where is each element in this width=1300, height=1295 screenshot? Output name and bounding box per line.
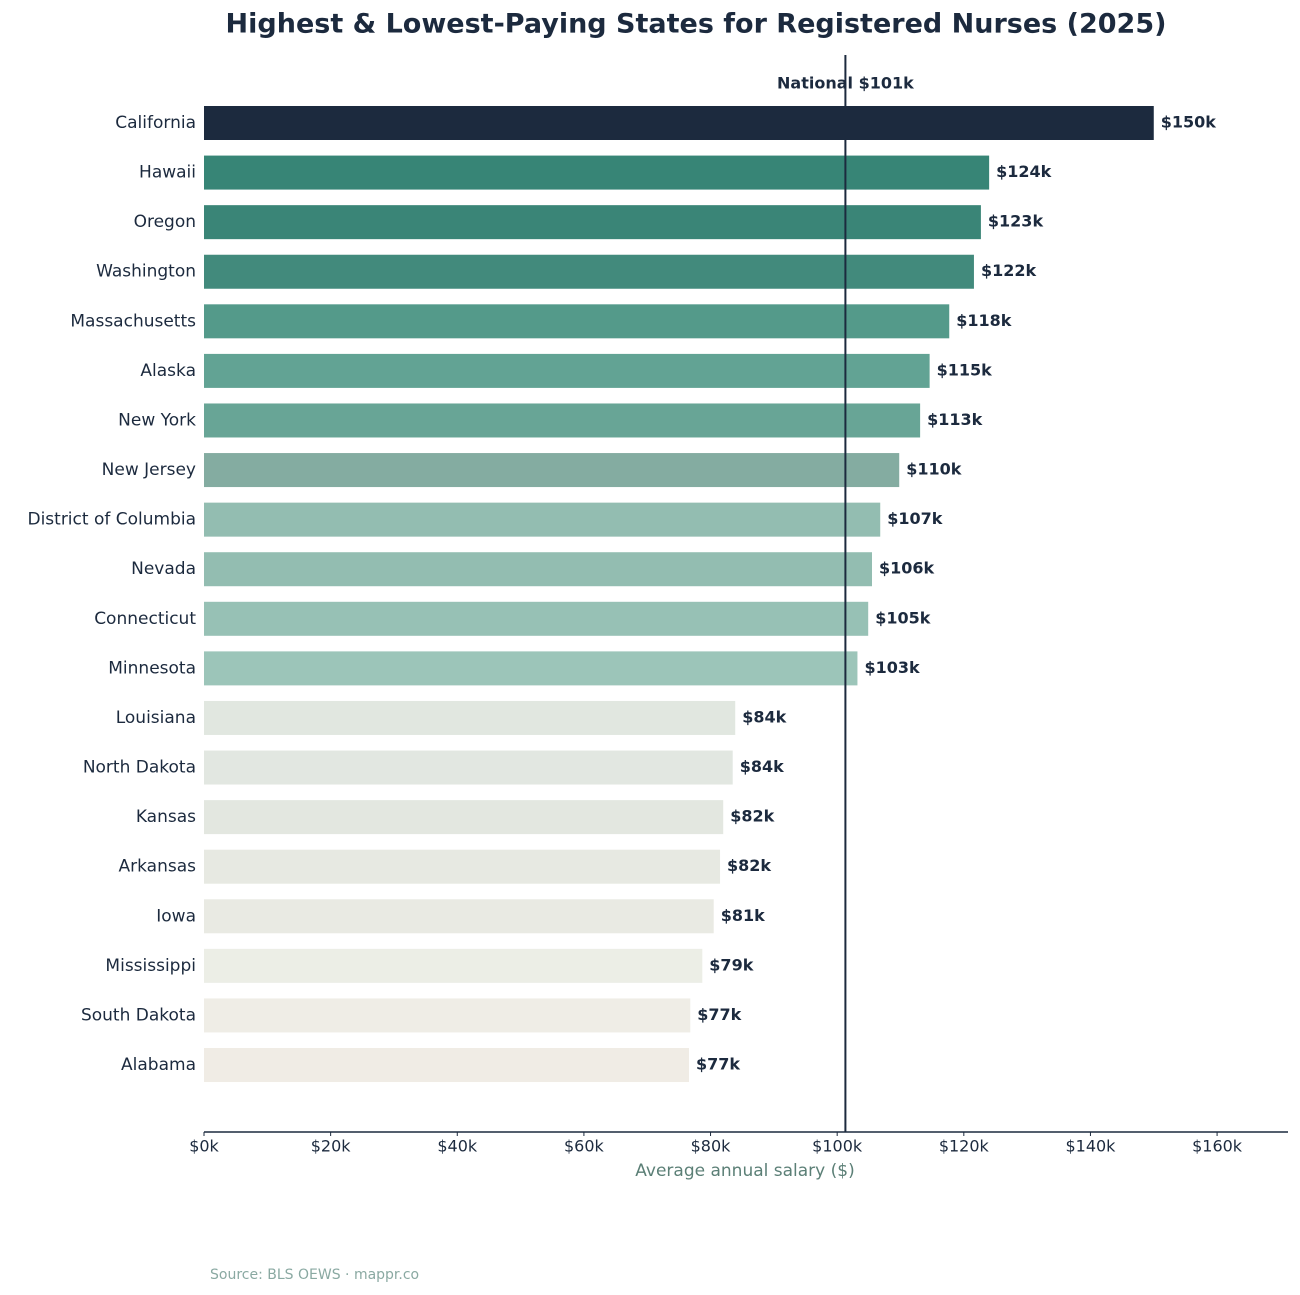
bar (204, 353, 930, 388)
y-tick-label: North Dakota (83, 758, 196, 778)
y-tick-label: Minnesota (108, 658, 196, 678)
bar (204, 403, 921, 438)
value-label: $118k (956, 311, 1012, 330)
y-tick-label: Alabama (121, 1055, 196, 1075)
bar (204, 304, 950, 339)
bar (204, 899, 714, 934)
bar (204, 948, 703, 983)
y-tick-label: South Dakota (81, 1005, 196, 1025)
x-tick-label: $20k (311, 1137, 352, 1156)
value-label: $79k (709, 955, 753, 974)
value-label: $82k (727, 856, 771, 875)
bar (204, 106, 1154, 140)
value-label: $107k (887, 509, 943, 528)
value-label: $105k (875, 608, 931, 627)
value-label: $115k (937, 360, 993, 379)
value-label: $113k (927, 410, 983, 429)
value-label: $124k (996, 162, 1052, 181)
value-label: $123k (988, 212, 1044, 231)
bar (204, 254, 974, 289)
y-tick-label: California (115, 113, 196, 133)
chart-title: Highest & Lowest-Paying States for Regis… (226, 9, 1167, 40)
value-label: $150k (1161, 113, 1217, 132)
y-tick-label: Arkansas (119, 857, 197, 877)
bar (204, 502, 881, 537)
bar (204, 849, 721, 884)
x-tick-label: $140k (1065, 1137, 1116, 1156)
bar (204, 552, 873, 587)
bar (204, 651, 858, 686)
x-tick-label: $40k (437, 1137, 478, 1156)
value-label: $81k (721, 906, 765, 925)
y-tick-label: Nevada (131, 559, 196, 579)
y-tick-label: Alaska (140, 361, 196, 381)
y-tick-label: Oregon (134, 212, 196, 232)
value-label: $82k (730, 807, 774, 826)
value-label: $106k (879, 559, 935, 578)
y-tick-label: Washington (96, 262, 196, 282)
y-tick-label: Louisiana (116, 708, 196, 728)
x-tick-label: $120k (939, 1137, 990, 1156)
value-label: $77k (697, 1005, 741, 1024)
x-tick-label: $100k (812, 1137, 863, 1156)
bar (204, 205, 981, 240)
bar (204, 453, 900, 488)
bar (204, 1048, 690, 1083)
y-tick-label: Massachusetts (70, 311, 196, 331)
value-label: $77k (696, 1055, 740, 1074)
y-tick-label: New York (118, 410, 196, 430)
value-label: $122k (981, 261, 1037, 280)
y-tick-label: New Jersey (102, 460, 196, 480)
x-tick-label: $160k (1192, 1137, 1243, 1156)
bar (204, 155, 990, 190)
value-label: $84k (740, 757, 784, 776)
y-tick-label: Mississippi (105, 956, 196, 976)
x-axis-label: Average annual salary ($) (635, 1161, 854, 1181)
x-tick-label: $60k (564, 1137, 605, 1156)
value-label: $103k (864, 658, 920, 677)
y-tick-label: Hawaii (139, 163, 196, 183)
bar (204, 750, 733, 785)
y-tick-label: Connecticut (94, 609, 196, 629)
value-label: $110k (906, 460, 962, 479)
bar (204, 998, 691, 1033)
x-tick-label: $0k (189, 1137, 219, 1156)
value-label: $84k (742, 707, 786, 726)
y-tick-label: District of Columbia (27, 510, 196, 530)
source: Source: BLS OEWS · mappr.co (210, 1267, 419, 1283)
bar (204, 800, 724, 835)
bar (204, 700, 736, 735)
y-tick-label: Kansas (136, 807, 196, 827)
x-tick-label: $80k (691, 1137, 732, 1156)
bar (204, 601, 869, 636)
y-tick-label: Iowa (156, 906, 196, 926)
reference-label: National $101k (777, 74, 914, 93)
